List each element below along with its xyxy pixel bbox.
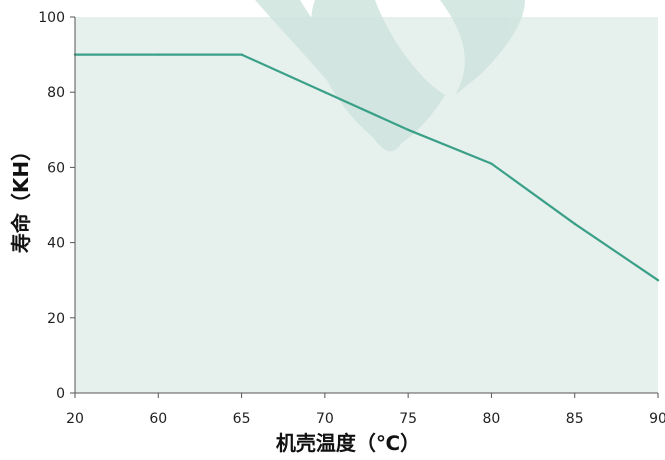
- x-tick-label: 90: [649, 411, 665, 427]
- y-tick-label: 0: [56, 386, 65, 402]
- y-tick-label: 40: [47, 236, 65, 252]
- x-tick-label: 80: [483, 411, 501, 427]
- x-axis-title: 机壳温度（℃）: [276, 431, 420, 455]
- data-point: [490, 162, 493, 165]
- x-tick-label: 70: [316, 411, 334, 427]
- series-line-0: [75, 53, 659, 282]
- y-tick-label: 80: [47, 85, 65, 101]
- x-tick-label: 65: [233, 411, 251, 427]
- y-tick-label: 100: [38, 10, 65, 26]
- data-point: [240, 53, 243, 56]
- series-layer: [73, 53, 660, 282]
- data-point: [406, 128, 410, 131]
- data-point: [656, 279, 660, 282]
- data-point: [323, 91, 327, 94]
- data-point: [157, 53, 160, 56]
- data-point: [573, 222, 576, 225]
- x-tick-label: 60: [149, 411, 167, 427]
- y-tick-label: 20: [47, 311, 65, 327]
- x-tick-label: 75: [399, 411, 417, 427]
- y-axis-title: 寿命（KH）: [9, 141, 33, 253]
- x-tick-label: 20: [66, 411, 84, 427]
- x-axis-ticks: 20 60 65 70 75 80 85 90: [66, 393, 665, 427]
- y-tick-label: 60: [47, 160, 65, 176]
- y-axis-ticks: 0 20 40 60 80 100: [38, 10, 75, 402]
- x-tick-label: 85: [566, 411, 584, 427]
- watermark-logo: [255, 0, 525, 152]
